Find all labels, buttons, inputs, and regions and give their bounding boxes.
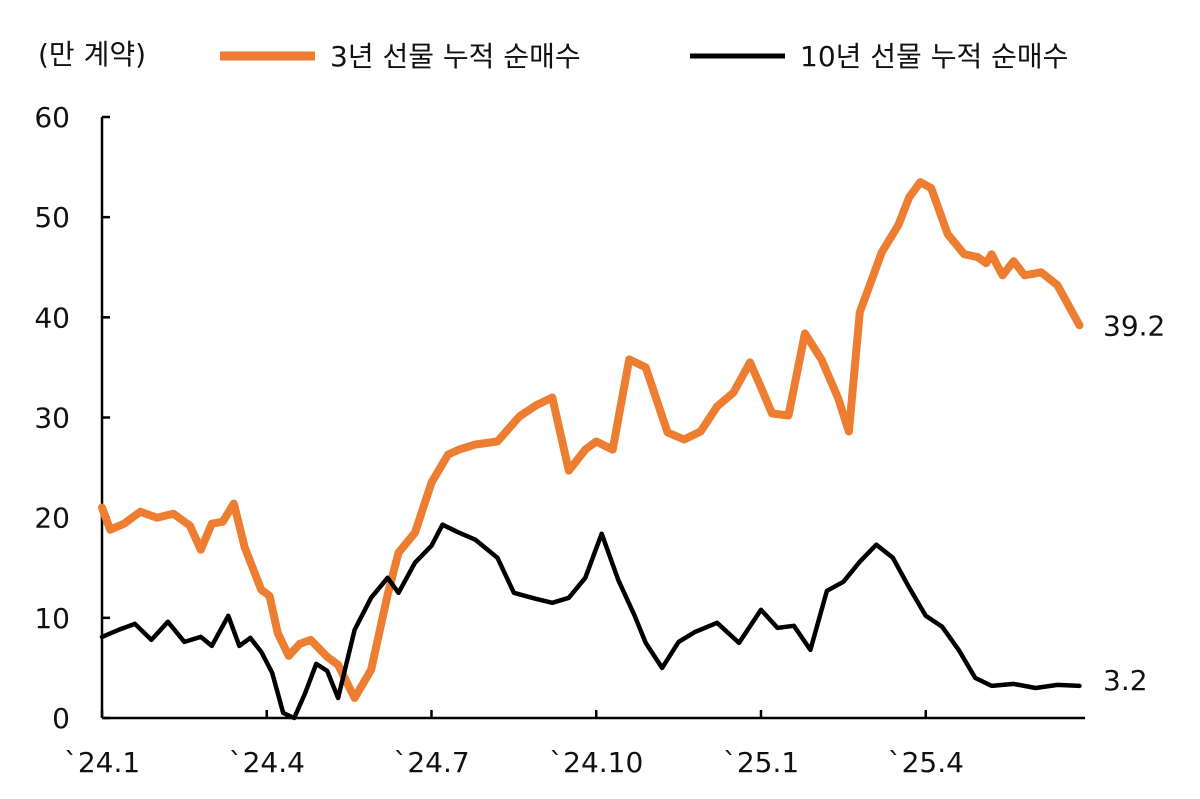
- y-tick-label: 30: [34, 402, 70, 435]
- legend: 3년 선물 누적 순매수 10년 선물 누적 순매수: [220, 40, 1068, 73]
- unit-label: (만 계약): [38, 38, 146, 71]
- y-tick-label: 0: [52, 702, 70, 735]
- legend-label-3y: 3년 선물 누적 순매수: [330, 40, 581, 73]
- end-labels: 39.2 3.2: [1103, 309, 1165, 697]
- y-tick-label: 20: [34, 502, 70, 535]
- y-tick-label: 40: [34, 301, 70, 334]
- y-tick-label: 60: [34, 101, 70, 134]
- x-tick-label: `24.10: [549, 746, 643, 779]
- series-layer: [98, 178, 1084, 721]
- series-line-10y: [99, 522, 1082, 721]
- x-tick-label: `24.1: [64, 746, 140, 779]
- x-tick-label: `24.7: [393, 746, 469, 779]
- y-tick-label: 50: [34, 201, 70, 234]
- legend-label-10y: 10년 선물 누적 순매수: [800, 40, 1068, 73]
- x-tick-label: `24.4: [229, 746, 305, 779]
- x-tick-label: `25.1: [723, 746, 799, 779]
- x-tick-label: `25.4: [888, 746, 964, 779]
- end-value-label-3y: 39.2: [1103, 309, 1165, 342]
- series-line-3y: [98, 178, 1084, 702]
- end-value-label-10y: 3.2: [1103, 664, 1148, 697]
- y-tick-label: 10: [34, 602, 70, 635]
- axes: 0 10 20 30 40 50 60 `24.1 `24.4 `24.7 `24.10 `25.1 `…: [34, 101, 1085, 779]
